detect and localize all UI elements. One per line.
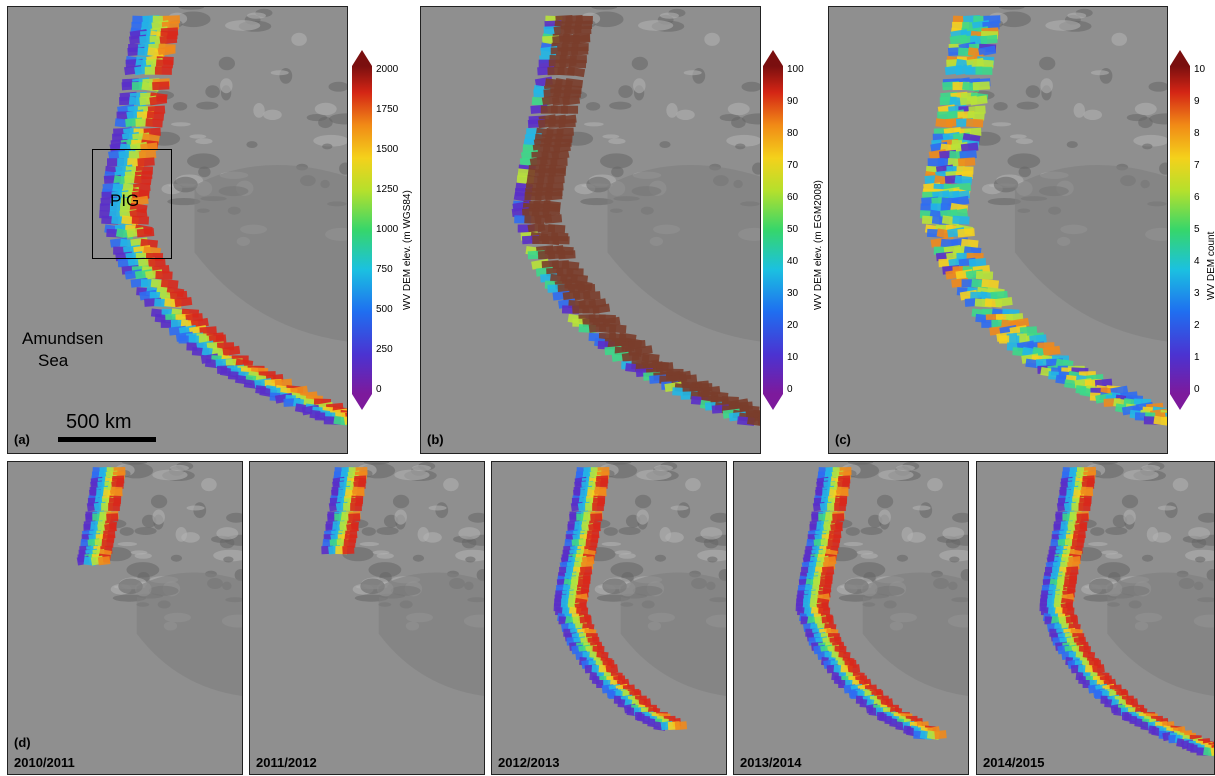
panel-label: (a) <box>14 432 30 447</box>
hillshade-relief <box>826 462 968 696</box>
colorbar-tick: 90 <box>787 96 799 107</box>
hillshade-relief <box>584 462 726 696</box>
colorbar-tick: 9 <box>1194 96 1200 107</box>
colorbar-tick: 3 <box>1194 288 1200 299</box>
year-label: 2012/2013 <box>498 755 560 770</box>
scale-bar <box>58 437 156 442</box>
panel-d-year-2: 2011/2012 <box>249 461 485 775</box>
year-label: 2013/2014 <box>740 755 802 770</box>
colorbar-tick: 1000 <box>376 224 399 235</box>
dem-strips <box>99 15 347 427</box>
colorbar-gradient <box>1170 50 1190 410</box>
hillshade-relief <box>100 462 242 696</box>
map-svg <box>511 7 760 427</box>
panel-d-year-1: (d) 2010/2011 <box>7 461 243 775</box>
dem-strips <box>795 466 947 741</box>
colorbar-tick: 750 <box>376 264 393 275</box>
panel-label: (b) <box>427 432 444 447</box>
colorbar-tick: 80 <box>787 128 799 139</box>
colorbar-tick: 100 <box>787 64 804 75</box>
colorbar-tick: 10 <box>1194 64 1206 75</box>
colorbar-tick: 40 <box>787 256 799 267</box>
colorbar-tick: 8 <box>1194 128 1200 139</box>
colorbar-tick: 50 <box>787 224 799 235</box>
colorbar-tick: 6 <box>1194 192 1200 203</box>
colorbar-title: WV DEM elev. (m EGM2008) <box>813 180 824 310</box>
panel-d-year-3: 2012/2013 <box>491 461 727 775</box>
pig-label: PIG <box>110 191 140 210</box>
dem-strips <box>919 15 1167 427</box>
colorbar-tick: 70 <box>787 160 799 171</box>
panel-b: (b) <box>420 6 761 454</box>
dem-strips <box>553 466 688 731</box>
year-label: 2010/2011 <box>14 755 75 770</box>
panel-label: (c) <box>835 432 851 447</box>
hillshade-relief <box>969 7 1167 342</box>
colorbar-tick: 7 <box>1194 160 1200 171</box>
dem-strips <box>511 15 760 427</box>
colorbar-tick: 1750 <box>376 104 399 115</box>
colorbar-tick: 10 <box>787 352 799 363</box>
sea-label-line2: Sea <box>38 351 69 370</box>
colorbar-tick: 4 <box>1194 256 1200 267</box>
colorbar-tick: 1250 <box>376 184 399 195</box>
panel-d-year-4: 2013/2014 <box>733 461 969 775</box>
year-label: 2011/2012 <box>256 755 317 770</box>
panel-label: (d) <box>14 735 31 750</box>
colorbar-tick: 0 <box>1194 384 1200 395</box>
colorbar-tick: 500 <box>376 304 393 315</box>
panel-a: (a) PIG Amundsen Sea 500 km <box>7 6 348 454</box>
colorbar-gradient <box>763 50 783 410</box>
colorbar-a: 2000 1750 1500 1250 1000 750 500 250 0 WV DEM ele… <box>352 50 417 410</box>
dem-strips <box>321 466 368 555</box>
colorbar-tick: 0 <box>376 384 382 395</box>
colorbar-gradient <box>352 50 372 410</box>
hillshade-relief <box>342 462 484 696</box>
map-svg <box>1039 462 1214 757</box>
hillshade-relief <box>561 7 760 342</box>
pig-region-box <box>92 149 172 259</box>
sea-label-line1: Amundsen <box>22 329 104 348</box>
colorbar-title: WV DEM count <box>1206 231 1215 300</box>
colorbar-tick: 30 <box>787 288 799 299</box>
panel-d-year-5: 2014/2015 <box>976 461 1215 775</box>
map-svg <box>321 462 484 696</box>
map-svg <box>553 462 726 731</box>
colorbar-tick: 60 <box>787 192 799 203</box>
colorbar-tick: 2 <box>1194 320 1200 331</box>
map-svg <box>795 462 968 741</box>
dem-strips <box>76 466 126 566</box>
colorbar-c: 10 9 8 7 6 5 4 3 2 1 0 WV DEM count <box>1170 50 1215 410</box>
colorbar-title: WV DEM elev. (m WGS84) <box>402 190 413 310</box>
hillshade-relief <box>1070 462 1214 696</box>
scale-bar-label: 500 km <box>66 411 132 433</box>
map-svg <box>99 7 347 427</box>
colorbar-tick: 1 <box>1194 352 1200 363</box>
dem-strips <box>1039 466 1214 757</box>
colorbar-tick: 1500 <box>376 144 399 155</box>
panel-c: (c) <box>828 6 1168 454</box>
map-svg <box>919 7 1167 427</box>
map-svg <box>76 462 242 696</box>
colorbar-b: 100 90 80 70 60 50 40 30 20 10 0 WV DEM elev. (m EG… <box>763 50 825 410</box>
colorbar-tick: 20 <box>787 320 799 331</box>
year-label: 2014/2015 <box>983 755 1045 770</box>
colorbar-tick: 2000 <box>376 64 399 75</box>
colorbar-tick: 5 <box>1194 224 1200 235</box>
colorbar-tick: 250 <box>376 344 393 355</box>
colorbar-tick: 0 <box>787 384 793 395</box>
